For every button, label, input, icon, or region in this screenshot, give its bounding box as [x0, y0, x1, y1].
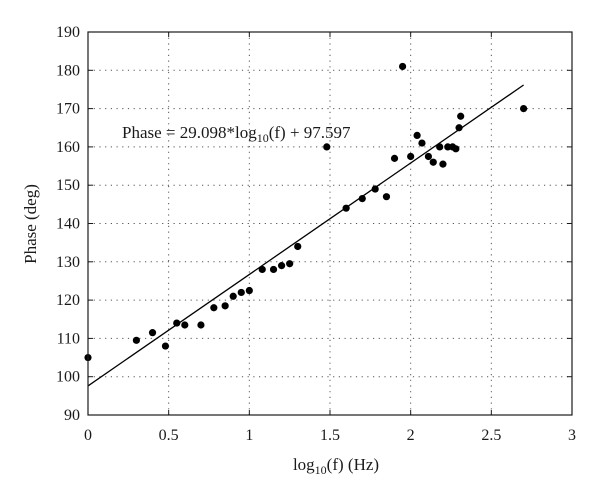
- x-axis-title-sub: 10: [315, 463, 327, 477]
- data-point: [382, 193, 391, 201]
- y-tick-label: 190: [56, 24, 80, 41]
- x-axis-title-rest: (f) (Hz): [327, 455, 379, 474]
- data-point: [229, 292, 237, 300]
- data-point: [436, 143, 444, 151]
- x-tick-label: 2.5: [481, 427, 501, 444]
- data-point: [269, 265, 278, 274]
- data-point: [181, 321, 189, 329]
- x-tick-labels: 0 0.5 1 1.5 2 2.5 3: [84, 427, 576, 444]
- data-point: [221, 302, 229, 310]
- axis-ticks: [87, 31, 573, 416]
- data-point: [237, 288, 245, 297]
- data-point: [245, 286, 253, 295]
- data-point: [294, 242, 302, 251]
- data-point: [342, 204, 350, 212]
- grid: [88, 32, 572, 415]
- x-axis-title-main: log: [293, 455, 315, 474]
- y-axis-title: Phase (deg): [21, 184, 40, 264]
- data-point: [455, 124, 463, 132]
- fit-equation-suffix: (f) + 97.597: [269, 123, 351, 142]
- x-tick-label: 2: [407, 427, 415, 444]
- data-point: [520, 105, 528, 113]
- data-point: [258, 265, 266, 274]
- y-tick-label: 170: [56, 101, 80, 118]
- data-point: [439, 160, 447, 168]
- data-point: [390, 154, 399, 162]
- data-point: [452, 145, 460, 153]
- data-point: [323, 143, 331, 151]
- fit-line-group: [87, 84, 524, 387]
- x-tick-label: 0: [84, 427, 92, 444]
- y-tick-label: 100: [56, 369, 80, 386]
- data-point: [197, 321, 205, 329]
- fit-line: [87, 84, 524, 387]
- data-point: [457, 112, 465, 120]
- data-point: [286, 260, 294, 268]
- y-tick-label: 130: [56, 254, 80, 271]
- x-axis-title: log10(f) (Hz): [293, 455, 379, 477]
- data-point: [132, 336, 140, 344]
- y-tick-label: 150: [56, 177, 80, 194]
- data-point: [173, 319, 181, 327]
- x-tick-label: 1: [245, 427, 253, 444]
- fit-equation-prefix: Phase = 29.098*log: [122, 123, 257, 142]
- data-point: [407, 152, 415, 161]
- fit-equation: Phase = 29.098*log10(f) + 97.597: [122, 123, 351, 145]
- y-tick-label: 140: [56, 216, 80, 233]
- data-point: [371, 185, 379, 193]
- y-tick-label: 90: [64, 407, 80, 424]
- data-point: [424, 152, 433, 161]
- fit-equation-sub: 10: [257, 131, 269, 145]
- data-point: [429, 158, 437, 166]
- data-points: [84, 62, 528, 362]
- y-tick-label: 110: [57, 330, 80, 347]
- x-tick-label: 0.5: [159, 427, 179, 444]
- data-point: [399, 62, 407, 71]
- y-tick-label: 180: [56, 62, 80, 79]
- data-point: [210, 304, 218, 312]
- y-tick-label: 120: [56, 292, 80, 309]
- data-point: [278, 262, 286, 270]
- data-point: [161, 342, 170, 350]
- data-point: [148, 329, 157, 337]
- y-tick-labels: 90 100 110 120 130 140 150 160 170 180 190: [56, 24, 80, 424]
- data-point: [358, 195, 366, 203]
- x-tick-label: 3: [568, 427, 576, 444]
- data-point: [418, 139, 426, 147]
- data-point: [413, 131, 421, 140]
- y-tick-label: 160: [56, 139, 80, 156]
- x-tick-label: 1.5: [320, 427, 340, 444]
